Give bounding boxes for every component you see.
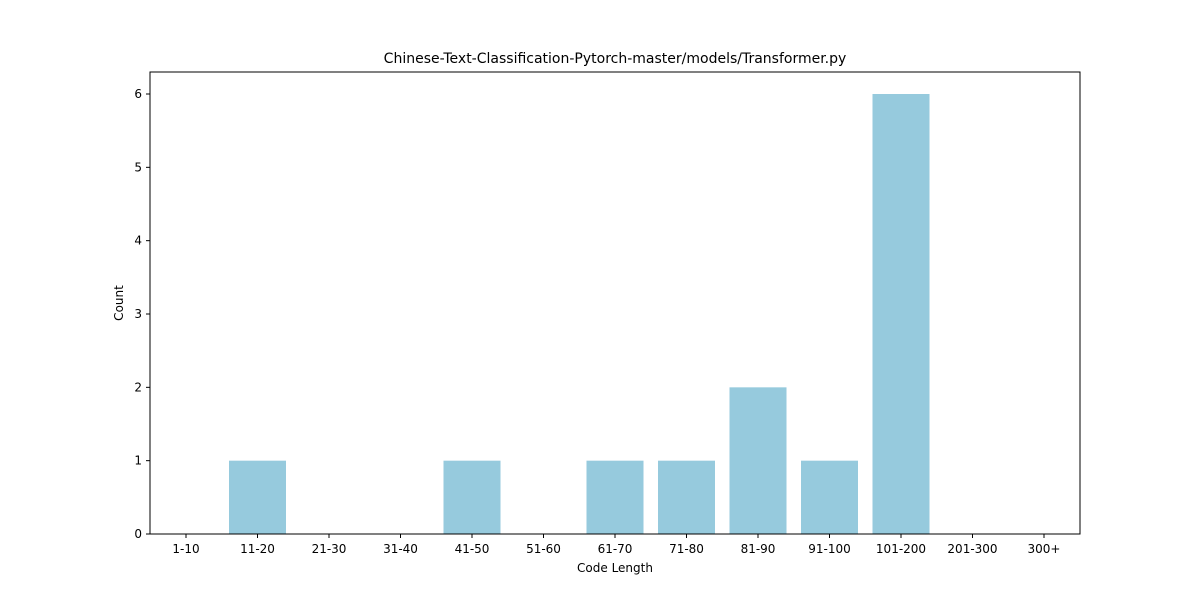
- x-tick-label: 11-20: [240, 542, 275, 556]
- y-tick-label: 3: [134, 307, 142, 321]
- x-tick-label: 71-80: [669, 542, 704, 556]
- y-tick-label: 6: [134, 87, 142, 101]
- y-tick-label: 5: [134, 160, 142, 174]
- bar-101-200: [872, 94, 930, 534]
- bar-71-80: [658, 460, 715, 534]
- x-tick-label: 81-90: [741, 542, 776, 556]
- bar-91-100: [801, 460, 858, 534]
- x-tick-label: 1-10: [172, 542, 199, 556]
- y-tick-label: 0: [134, 527, 142, 541]
- x-tick-label: 51-60: [526, 542, 561, 556]
- y-tick-label: 2: [134, 380, 142, 394]
- x-tick-label: 300+: [1028, 542, 1061, 556]
- x-tick-label: 61-70: [598, 542, 633, 556]
- x-tick-label: 201-300: [947, 542, 997, 556]
- bar-61-70: [586, 460, 644, 534]
- x-tick-label: 21-30: [312, 542, 347, 556]
- x-tick-label: 41-50: [455, 542, 490, 556]
- y-axis: 0 1 2 3 4 5 6: [134, 87, 150, 541]
- y-axis-label: Count: [112, 285, 126, 321]
- x-axis: 1-10 11-20 21-30 31-40 41-50 51-60 61-70 71-80 8…: [172, 534, 1060, 556]
- x-axis-label: Code Length: [577, 561, 653, 575]
- x-tick-label: 101-200: [876, 542, 926, 556]
- x-tick-label: 31-40: [383, 542, 418, 556]
- bar-11-20: [229, 460, 286, 534]
- bar-81-90: [729, 387, 787, 534]
- bars-group: [229, 94, 930, 534]
- x-tick-label: 91-100: [808, 542, 851, 556]
- bar-41-50: [443, 460, 501, 534]
- chart-title: Chinese-Text-Classification-Pytorch-mast…: [384, 51, 847, 67]
- y-tick-label: 1: [134, 454, 142, 468]
- y-tick-label: 4: [134, 234, 142, 248]
